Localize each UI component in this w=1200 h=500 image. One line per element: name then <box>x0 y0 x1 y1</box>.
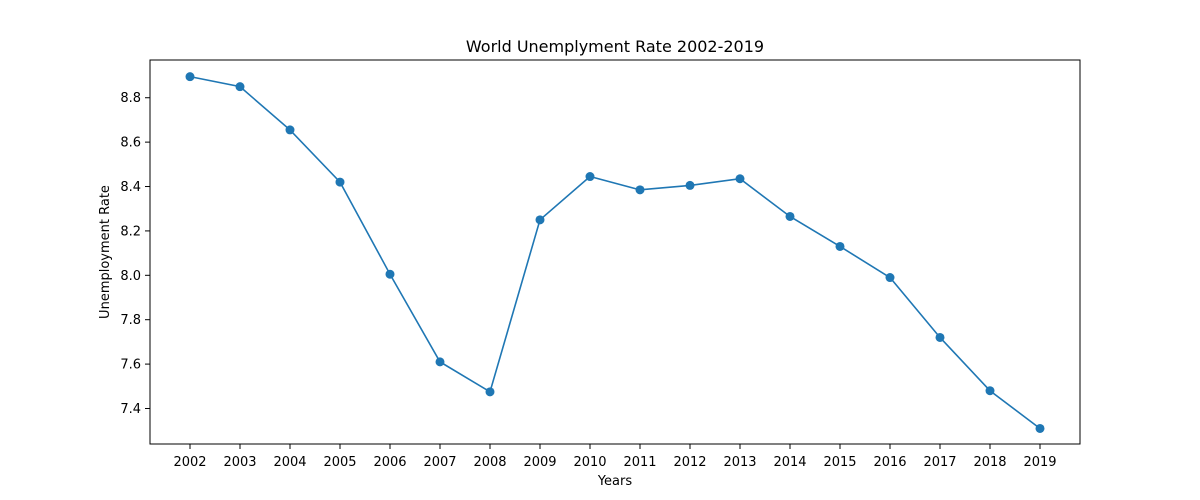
x-tick-label: 2019 <box>1023 455 1056 470</box>
x-tick-label: 2004 <box>273 455 306 470</box>
x-tick-label: 2007 <box>423 455 456 470</box>
data-point <box>535 215 545 225</box>
y-axis-title: Unemployment Rate <box>98 185 113 319</box>
x-tick-label: 2017 <box>923 455 956 470</box>
x-tick-label: 2012 <box>673 455 706 470</box>
data-point <box>435 357 445 367</box>
x-tick-label: 2011 <box>623 455 656 470</box>
chart-title: World Unemplyment Rate 2002-2019 <box>466 37 764 56</box>
data-point <box>185 72 195 82</box>
plot-area <box>149 59 1081 445</box>
data-point <box>835 241 845 251</box>
data-point <box>235 82 245 92</box>
y-tick-label: 7.6 <box>120 358 141 373</box>
data-point <box>485 387 495 397</box>
data-point <box>385 269 395 279</box>
y-tick-label: 7.4 <box>120 402 141 417</box>
x-tick-label: 2008 <box>473 455 506 470</box>
x-axis: 2002 2003 2004 2005 2006 2007 2008 2009 2010 2011… <box>173 444 1057 470</box>
data-point <box>735 174 745 184</box>
data-point <box>785 211 795 221</box>
data-point <box>585 172 595 182</box>
y-tick-label: 8.6 <box>120 136 141 151</box>
data-point <box>685 180 695 190</box>
x-tick-label: 2013 <box>723 455 756 470</box>
x-tick-label: 2003 <box>223 455 256 470</box>
x-tick-label: 2005 <box>323 455 356 470</box>
data-point <box>1035 423 1045 433</box>
y-tick-label: 8.8 <box>120 91 141 106</box>
series-group <box>185 72 1045 433</box>
y-tick-label: 8.2 <box>120 224 141 239</box>
data-point <box>935 332 945 342</box>
y-tick-label: 8.0 <box>120 269 141 284</box>
y-tick-label: 7.8 <box>120 313 141 328</box>
x-tick-label: 2010 <box>573 455 606 470</box>
data-point <box>885 273 895 283</box>
x-tick-label: 2014 <box>773 455 806 470</box>
series-line <box>189 75 1041 430</box>
data-point <box>985 386 995 396</box>
x-tick-label: 2018 <box>973 455 1006 470</box>
x-tick-label: 2009 <box>523 455 556 470</box>
x-axis-title: Years <box>597 474 633 489</box>
x-tick-label: 2002 <box>173 455 206 470</box>
y-axis: 7.4 7.6 7.8 8.0 8.2 8.4 8.6 8.8 <box>120 91 150 417</box>
x-tick-label: 2006 <box>373 455 406 470</box>
y-tick-label: 8.4 <box>120 180 141 195</box>
x-tick-label: 2016 <box>873 455 906 470</box>
data-point <box>285 125 295 135</box>
data-point <box>635 185 645 195</box>
x-tick-label: 2015 <box>823 455 856 470</box>
data-point <box>335 177 345 187</box>
